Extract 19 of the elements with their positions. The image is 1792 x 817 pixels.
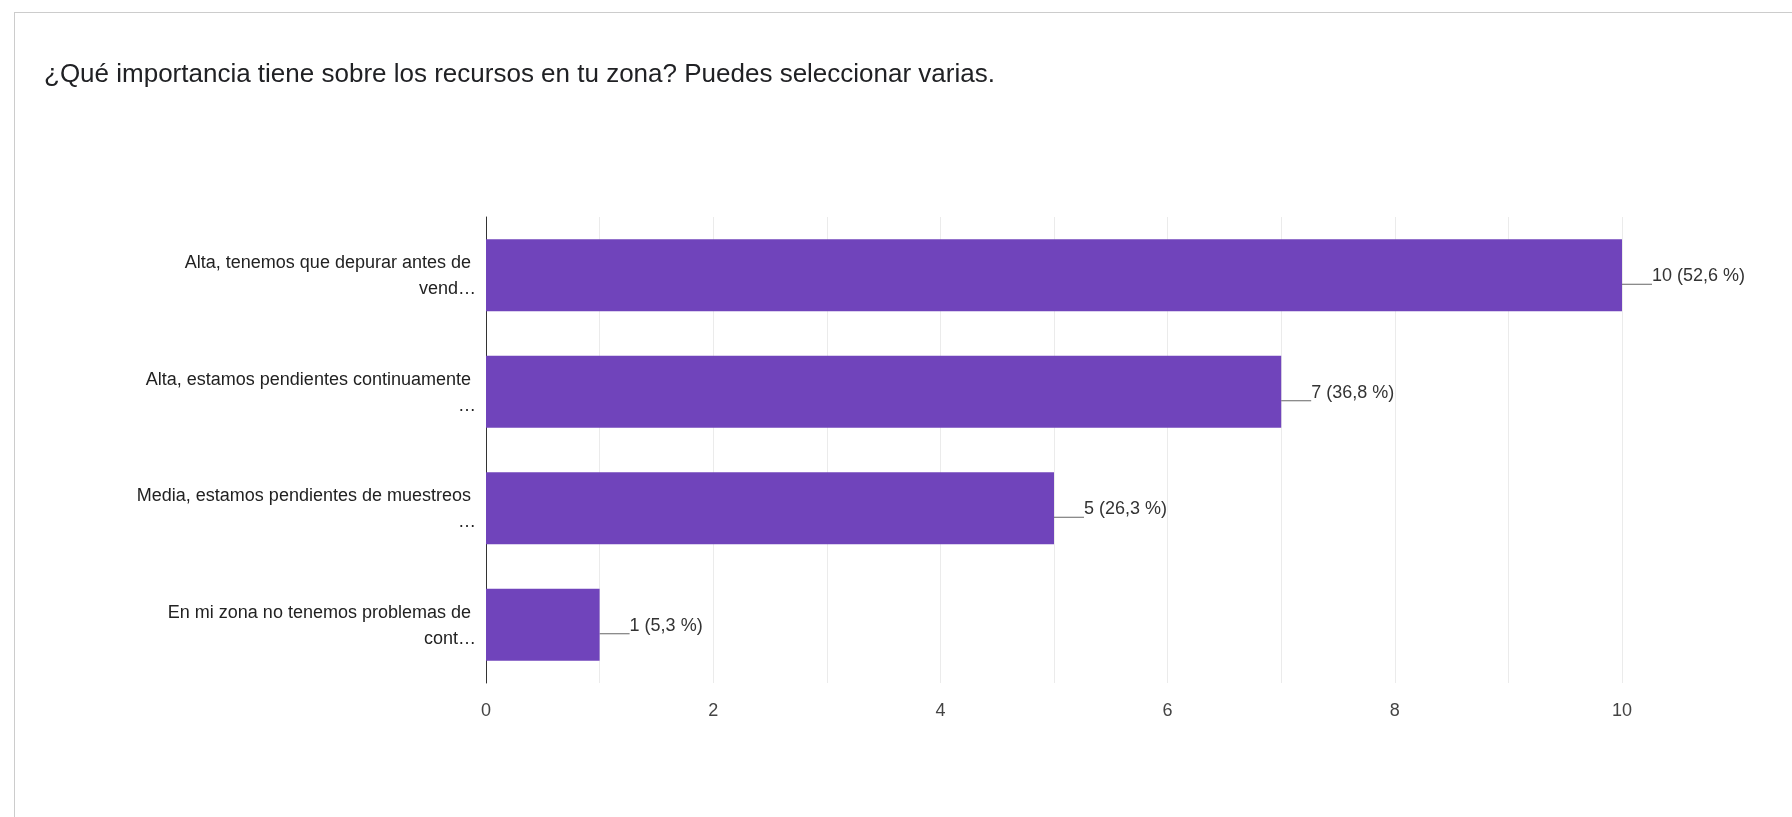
y-tick-label: Media, estamos pendientes de muestreos …	[136, 485, 476, 532]
bar	[486, 239, 1622, 312]
x-tick-label: 0	[480, 700, 492, 720]
x-tick-label: 4	[935, 700, 946, 720]
data-label: 7 (36,8 %)	[1311, 381, 1395, 402]
x-tick-label: 10	[1611, 700, 1633, 720]
x-tick-label: 8	[1389, 700, 1400, 720]
x-tick-label: 6	[1162, 700, 1173, 720]
chart-title: ¿Qué importancia tiene sobre los recursos en tu zona? Puedes seleccionar varias.	[44, 58, 995, 89]
bar	[486, 355, 1282, 428]
y-tick-label: Alta, tenemos que depurar antes de vend…	[184, 252, 476, 299]
bar	[486, 588, 600, 661]
y-tick-label: Alta, estamos pendientes continuamente …	[145, 368, 476, 415]
data-label: 1 (5,3 %)	[629, 614, 703, 635]
data-label: 10 (52,6 %)	[1652, 265, 1746, 286]
y-tick-label: En mi zona no tenemos problemas de cont…	[167, 601, 476, 648]
bar	[486, 472, 1054, 545]
x-tick-label: 2	[708, 700, 719, 720]
data-label: 5 (26,3 %)	[1084, 498, 1168, 519]
